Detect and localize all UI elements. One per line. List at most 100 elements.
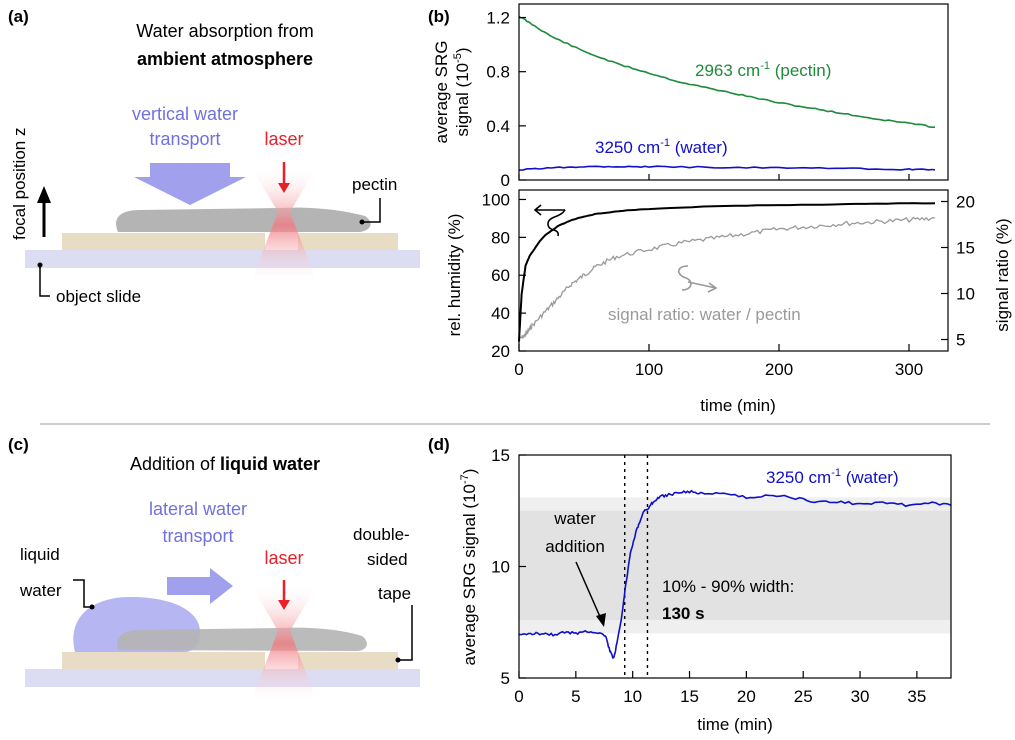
b-top-ylabel-line1: average SRG xyxy=(432,41,451,144)
b-bottom-ytick-right-label: 20 xyxy=(956,193,975,212)
d-xtick-label: 30 xyxy=(851,687,870,706)
b-bottom-xtick-label: 200 xyxy=(765,360,793,379)
b-top-frame xyxy=(518,3,949,181)
ratio-squiggle xyxy=(677,265,692,291)
pectin-label-sup: -1 xyxy=(760,60,770,72)
d-plot xyxy=(518,455,952,678)
tape-left xyxy=(62,233,265,250)
b-bottom-plot xyxy=(518,202,936,342)
d-xtick-label: 10 xyxy=(623,687,642,706)
b-top-ylabel-prefix: signal (10 xyxy=(453,63,472,137)
panel-c-tape-line3: tape xyxy=(378,584,411,603)
panel-c-transport-line1: lateral water xyxy=(149,499,247,519)
lateral-transport-arrow xyxy=(167,568,233,604)
water-b-label-prefix: 3250 cm xyxy=(595,138,660,157)
tape-right xyxy=(298,233,398,250)
object-slide xyxy=(25,250,420,268)
b-top-series-water xyxy=(518,165,936,171)
pectin-label-prefix: 2963 cm xyxy=(695,61,760,80)
ratio-axis-pointer xyxy=(687,281,718,293)
panel-a-laser: laser xyxy=(264,129,303,149)
pectin-film xyxy=(116,207,371,232)
panel-b-label: (b) xyxy=(428,7,450,26)
laser-focus-cone xyxy=(250,165,318,285)
laser-arrow-head-c xyxy=(278,600,290,610)
pectin-label-suffix: (pectin) xyxy=(770,61,831,80)
d-band-inner xyxy=(519,510,951,621)
d-series-water xyxy=(518,489,952,659)
slide-leader xyxy=(39,265,50,297)
b-top-ylabel-line2: signal (10-5) xyxy=(452,47,472,136)
d-xtick-label: 15 xyxy=(680,687,699,706)
pectin-film-c xyxy=(116,627,367,651)
d-ytick-label: 15 xyxy=(491,446,510,465)
pectin-leader xyxy=(362,198,381,223)
b-bottom-series-humidity xyxy=(518,202,936,342)
b-top-series-pectin xyxy=(518,15,935,128)
d-ylabel: average SRG signal (10-7) xyxy=(459,469,479,666)
panel-a-transport-line1: vertical water xyxy=(132,104,238,124)
water-series-label-d: 3250 cm-1 (water) xyxy=(766,467,899,487)
tape-right-c xyxy=(298,652,398,669)
b-bottom-ytick-right-label: 5 xyxy=(956,331,965,350)
water-d-label-prefix: 3250 cm xyxy=(766,468,831,487)
b-top-ytick-label: 0.4 xyxy=(486,117,510,136)
b-bottom-xtick-label: 0 xyxy=(514,360,523,379)
d-xtick-label: 35 xyxy=(907,687,926,706)
b-bottom-ytick-left-label: 40 xyxy=(491,304,510,323)
panel-c-title: Addition of liquid water xyxy=(130,454,320,474)
panel-c-tape-line1: double- xyxy=(353,525,410,544)
b-top-ytick-label: 0.8 xyxy=(486,63,510,82)
panel-d-label: (d) xyxy=(428,435,450,454)
b-bottom-ytick-left-label: 100 xyxy=(482,190,510,209)
width-line2: 130 s xyxy=(662,604,705,623)
b-bottom-ytick-right-label: 10 xyxy=(956,285,975,304)
b-bottom-xlabel: time (min) xyxy=(700,396,776,415)
panel-a-pectin: pectin xyxy=(352,175,397,194)
panel-b: (b) 0 0.4 0.8 1.2 average SRG signal (10-5)… xyxy=(428,3,1012,415)
water-d-label-sup: -1 xyxy=(831,467,841,479)
tape-leader xyxy=(398,605,413,661)
b-bottom-xtick-label: 100 xyxy=(635,360,663,379)
d-xtick-label: 20 xyxy=(737,687,756,706)
panel-c-liquid-line2: water xyxy=(19,581,62,600)
b-bottom-ylabel-left: rel. humidity (%) xyxy=(445,214,464,337)
b-top-yticks: 0 0.4 0.8 1.2 xyxy=(486,9,910,190)
panel-c-title-bold: liquid water xyxy=(220,454,320,474)
b-bottom-ytick-left-label: 80 xyxy=(491,228,510,247)
d-ylabel-prefix: average SRG signal (10 xyxy=(460,484,479,665)
laser-arrow-head xyxy=(278,183,290,193)
pectin-leader-dot xyxy=(359,219,365,225)
panel-c-tape-line2: sided xyxy=(367,550,408,569)
water-addition-arrow-line xyxy=(575,561,602,620)
water-d-label-suffix: (water) xyxy=(841,468,899,487)
d-xlabel: time (min) xyxy=(697,715,773,734)
focal-arrow-head xyxy=(37,186,51,203)
b-bottom-series-ratio xyxy=(518,216,936,341)
panel-c-label: (c) xyxy=(8,435,29,454)
water-b-label-suffix: (water) xyxy=(670,138,728,157)
ratio-annotation: signal ratio: water / pectin xyxy=(608,305,801,324)
water-series-label-b: 3250 cm-1 (water) xyxy=(595,137,728,157)
water-addition-line1: water xyxy=(553,509,596,528)
b-top-ytick-label: 0 xyxy=(501,171,510,190)
vertical-transport-arrow xyxy=(134,163,246,205)
d-ytick-label: 5 xyxy=(501,669,510,688)
tape-leader-dot xyxy=(395,657,401,663)
pectin-series-label: 2963 cm-1 (pectin) xyxy=(695,60,831,80)
panel-c: (c) Addition of liquid water laser later… xyxy=(8,435,420,704)
humidity-squiggle xyxy=(547,209,566,237)
panel-a-slide: object slide xyxy=(56,287,141,306)
water-b-label-sup: -1 xyxy=(660,137,670,149)
b-bottom-ytick-right-label: 15 xyxy=(956,239,975,258)
laser-focus-cone-c xyxy=(250,583,318,704)
panel-c-liquid-line1: liquid xyxy=(20,545,60,564)
b-bottom-frame xyxy=(518,189,949,352)
b-top-ytick-label: 1.2 xyxy=(486,9,510,28)
object-slide-c xyxy=(25,669,420,687)
d-ylabel-suffix: ) xyxy=(460,469,479,475)
